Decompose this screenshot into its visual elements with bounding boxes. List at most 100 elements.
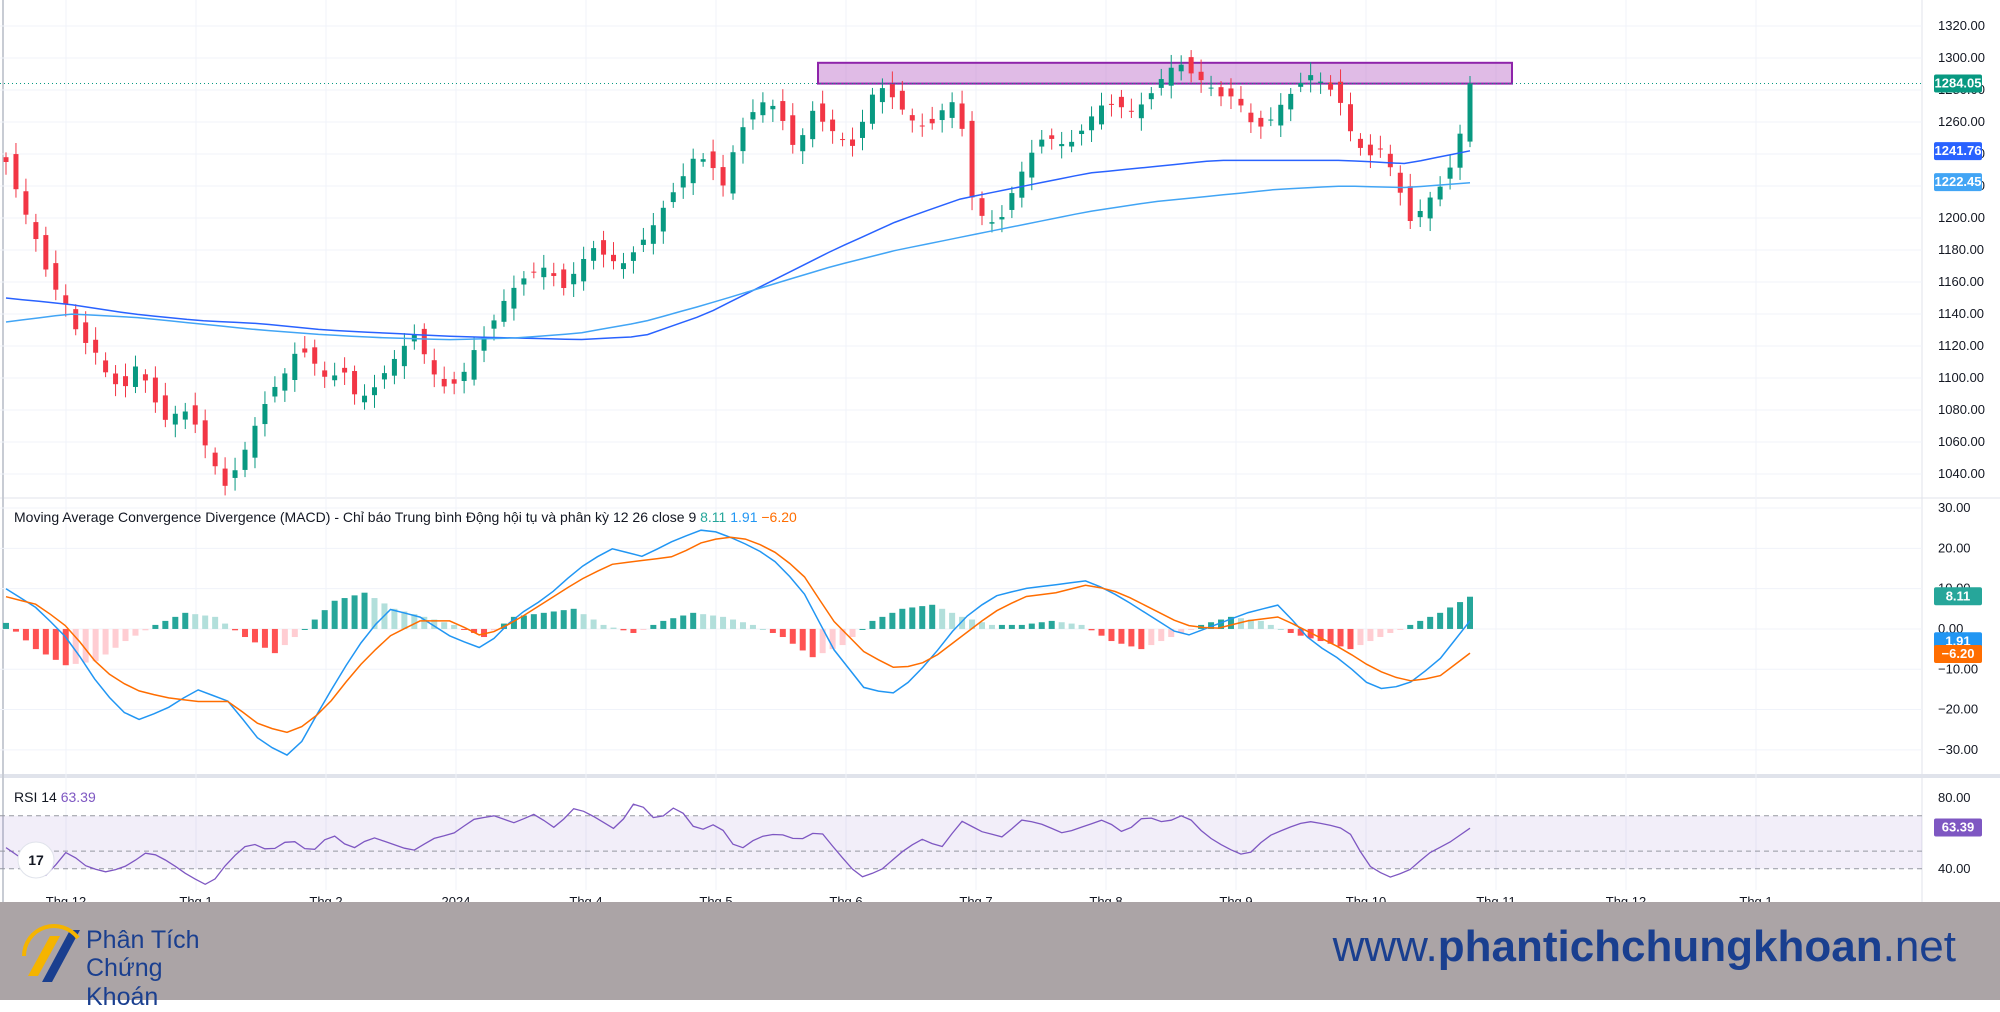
macd-histogram-bar xyxy=(212,616,219,629)
candle-body xyxy=(312,347,318,364)
candle-body xyxy=(1208,87,1214,89)
macd-histogram-bar xyxy=(271,628,278,654)
price-axis: 1320.001300.001280.001260.001240.001220.… xyxy=(46,18,1985,902)
candle-body xyxy=(1278,104,1284,126)
macd-hist-badge-label: −6.20 xyxy=(1942,646,1975,661)
candle-body xyxy=(1467,83,1473,142)
candle-body xyxy=(272,386,278,397)
candle-body xyxy=(949,102,955,118)
candle-body xyxy=(1238,98,1244,106)
candle-body xyxy=(441,378,447,387)
macd-histogram-bar xyxy=(1247,619,1254,629)
macd-histogram-bar xyxy=(1038,622,1045,629)
candle-body xyxy=(1099,105,1105,125)
macd-histogram-bar xyxy=(451,624,458,629)
candle-body xyxy=(879,88,885,103)
candle-body xyxy=(899,90,905,110)
candle-body xyxy=(850,139,856,146)
candle-body xyxy=(840,139,846,141)
url-prefix: www. xyxy=(1332,922,1438,971)
macd-histogram-bar xyxy=(869,620,876,629)
candle-body xyxy=(1188,57,1194,74)
macd-histogram-bar xyxy=(242,628,249,638)
macd-histogram-bar xyxy=(769,628,776,633)
candle-body xyxy=(501,300,507,322)
candlestick-series xyxy=(0,50,1922,496)
candle-body xyxy=(182,411,188,420)
macd-histogram-bar xyxy=(899,608,906,629)
candle-body xyxy=(1417,210,1423,218)
sma-slow-line xyxy=(5,182,1471,341)
macd-histogram-bar xyxy=(391,608,398,629)
macd-histogram-bar xyxy=(510,616,517,629)
macd-histogram-bar xyxy=(1277,628,1284,630)
price-badge-label: 1284.05 xyxy=(1935,76,1982,91)
macd-histogram-bar xyxy=(720,616,727,629)
macd-histogram-bar xyxy=(969,619,976,629)
candle-body xyxy=(1108,103,1114,105)
macd-histogram-bar xyxy=(1028,623,1035,629)
candle-body xyxy=(1338,81,1344,103)
candle-body xyxy=(1427,197,1433,219)
candle-body xyxy=(53,263,59,290)
candle-body xyxy=(192,405,198,425)
candle-body xyxy=(989,222,995,224)
candle-body xyxy=(123,376,129,387)
macd-histogram-bar xyxy=(1218,619,1225,629)
macd-histogram-bar xyxy=(1208,622,1215,629)
candle-body xyxy=(1228,88,1234,97)
candle-body xyxy=(103,360,109,373)
price-tick-label: 1200.00 xyxy=(1938,210,1985,225)
footer-banner: Phân Tích Chứng Khoán www.phantichchungk… xyxy=(0,902,2000,1011)
tradingview-icon: 17 xyxy=(17,841,55,879)
macd-histogram-bar xyxy=(939,608,946,629)
macd-histogram-bar xyxy=(1227,616,1234,629)
macd-histogram-bar xyxy=(3,622,9,629)
candle-body xyxy=(690,158,696,184)
brand-logo: Phân Tích Chứng Khoán xyxy=(20,916,240,1011)
candle-body xyxy=(869,94,875,124)
macd-histogram-bar xyxy=(839,628,846,646)
candle-body xyxy=(33,222,39,240)
macd-histogram-bar xyxy=(1447,607,1454,629)
macd-histogram-bar xyxy=(1098,628,1105,636)
candle-body xyxy=(700,159,706,162)
macd-histogram-bar xyxy=(261,628,268,648)
macd-histogram-bar xyxy=(481,628,488,638)
candle-body xyxy=(262,404,268,425)
rsi-badge-label: 63.39 xyxy=(1942,819,1975,834)
macd-histogram-bar xyxy=(42,628,49,655)
logo-text-line1: Phân Tích xyxy=(86,926,200,954)
macd-tick-label: 0.00 xyxy=(1938,621,1963,636)
macd-histogram-bar xyxy=(759,628,766,630)
website-url[interactable]: www.phantichchungkhoan.net xyxy=(1333,922,1956,972)
macd-histogram-bar xyxy=(102,628,109,655)
macd-legend-value: −6.20 xyxy=(761,509,797,525)
candle-body xyxy=(1009,193,1015,210)
price-tick-label: 1260.00 xyxy=(1938,114,1985,129)
sma-fast-line xyxy=(5,150,1471,341)
macd-line xyxy=(5,529,1471,757)
candle-body xyxy=(909,115,915,121)
macd-histogram-bar xyxy=(1337,628,1344,647)
indicator-legends: Moving Average Convergence Divergence (M… xyxy=(14,509,797,805)
candle-body xyxy=(1457,133,1463,168)
candle-body xyxy=(1049,135,1055,139)
macd-histogram-bar xyxy=(1088,628,1095,631)
candle-body xyxy=(969,120,975,198)
candle-body xyxy=(401,345,407,367)
macd-histogram-bar xyxy=(311,619,318,629)
macd-histogram-bar xyxy=(660,620,667,629)
macd-badge xyxy=(1934,587,1982,606)
macd-histogram-bar xyxy=(730,619,737,629)
candle-body xyxy=(670,192,676,203)
macd-histogram-bar xyxy=(122,628,129,642)
price-tick-label: 1140.00 xyxy=(1938,306,1984,321)
macd-histogram-bar xyxy=(540,612,547,629)
price-chart[interactable]: 17 1320.001300.001280.001260.001240.0012… xyxy=(0,0,2000,902)
macd-histogram-bar xyxy=(142,628,149,631)
macd-histogram-bar xyxy=(1158,628,1165,642)
macd-histogram-bar xyxy=(849,628,856,638)
macd-histogram-bar xyxy=(222,623,229,629)
macd-histogram-bar xyxy=(670,618,677,629)
